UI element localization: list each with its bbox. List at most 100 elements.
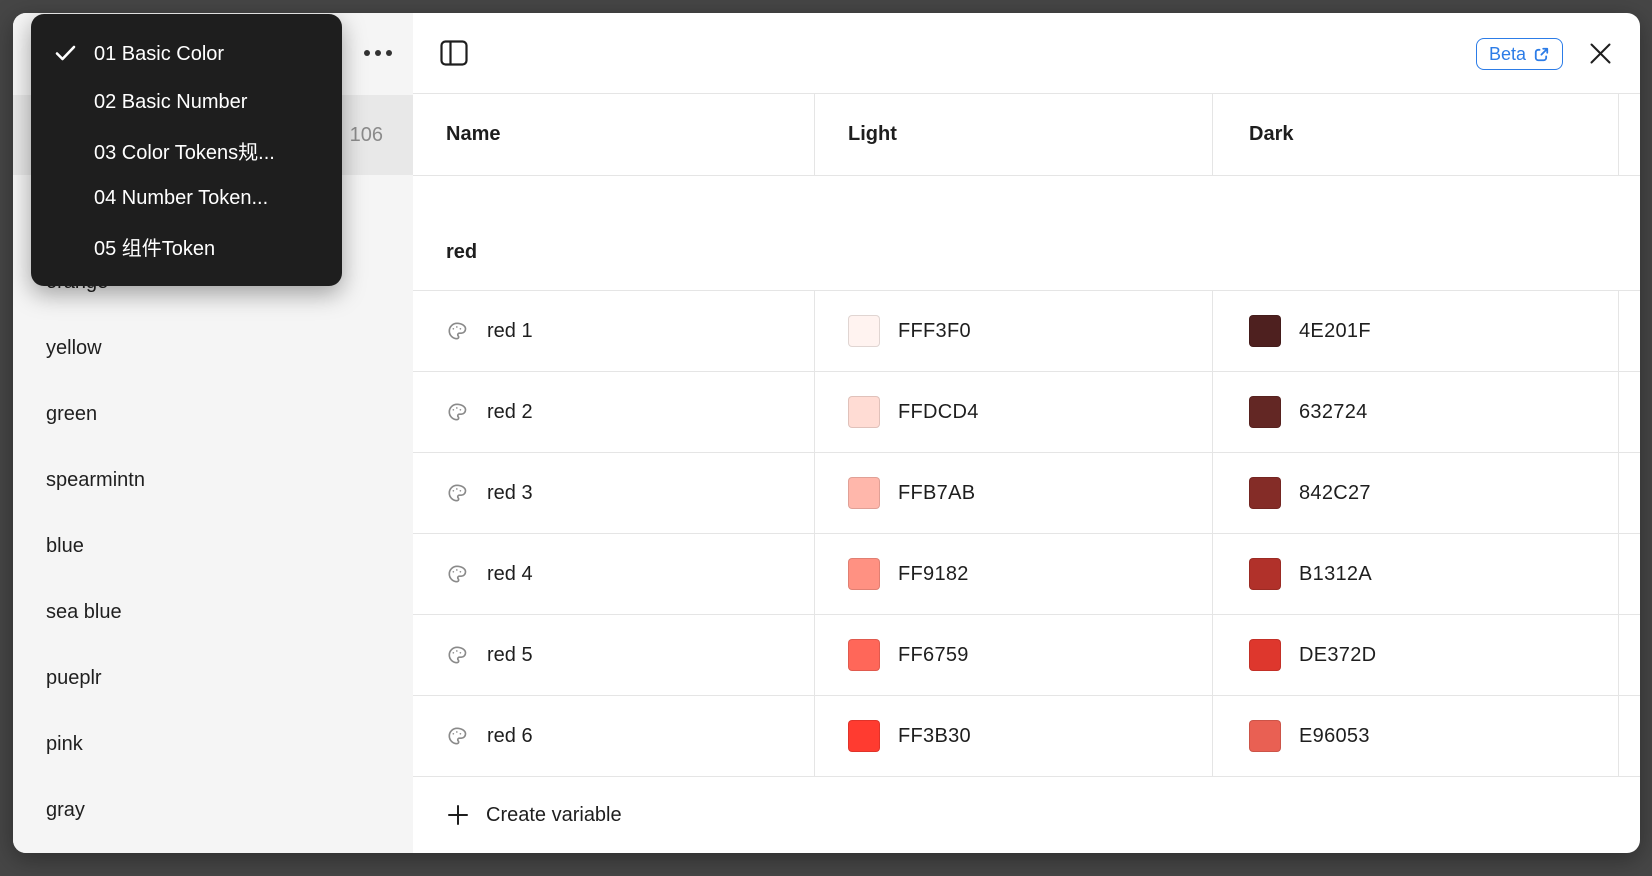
- color-swatch-light[interactable]: [848, 396, 880, 428]
- variable-name-cell[interactable]: red 4: [413, 534, 815, 614]
- menu-item-component-tokens[interactable]: 05 组件Token: [31, 222, 342, 270]
- dark-value-cell[interactable]: E96053: [1213, 696, 1619, 776]
- variable-name-cell[interactable]: red 3: [413, 453, 815, 533]
- color-swatch-dark[interactable]: [1249, 720, 1281, 752]
- dark-value-cell[interactable]: 4E201F: [1213, 291, 1619, 371]
- hex-value-light: FFB7AB: [898, 481, 976, 504]
- table-row[interactable]: red 2 FFDCD4 632724: [413, 372, 1640, 453]
- beta-label: Beta: [1489, 43, 1527, 64]
- table-row[interactable]: red 1 FFF3F0 4E201F: [413, 291, 1640, 372]
- sidebar-item-spearmintn[interactable]: spearmintn: [13, 447, 413, 513]
- column-header-dark[interactable]: Dark: [1213, 94, 1619, 175]
- variable-name-cell[interactable]: red 6: [413, 696, 815, 776]
- checkmark-icon: [55, 44, 76, 62]
- column-header-name: Name: [413, 94, 815, 175]
- hex-value-dark: E96053: [1299, 724, 1370, 747]
- table-row[interactable]: red 3 FFB7AB 842C27: [413, 453, 1640, 534]
- row-spacer: [1619, 453, 1640, 533]
- variable-name: red 1: [487, 319, 533, 342]
- menu-item-label: 02 Basic Number: [94, 90, 248, 113]
- palette-icon: [446, 725, 468, 747]
- column-header-light[interactable]: Light: [815, 94, 1213, 175]
- dark-value-cell[interactable]: 842C27: [1213, 453, 1619, 533]
- light-value-cell[interactable]: FF3B30: [815, 696, 1213, 776]
- color-swatch-dark[interactable]: [1249, 315, 1281, 347]
- external-link-icon: [1533, 46, 1550, 63]
- collections-menu: 01 Basic Color 02 Basic Number 03 Color …: [31, 14, 342, 286]
- sidebar-item-label: sea blue: [46, 600, 122, 623]
- sidebar-item-sea-blue[interactable]: sea blue: [13, 579, 413, 645]
- more-options-button[interactable]: [364, 47, 396, 59]
- group-header-row[interactable]: red: [413, 176, 1640, 291]
- variable-name-cell[interactable]: red 2: [413, 372, 815, 452]
- table-row[interactable]: red 5 FF6759 DE372D: [413, 615, 1640, 696]
- sidebar-item-label: blue: [46, 534, 84, 557]
- menu-item-number-tokens[interactable]: 04 Number Token...: [31, 174, 342, 222]
- sidebar-item-pueplr[interactable]: pueplr: [13, 645, 413, 711]
- color-swatch-light[interactable]: [848, 720, 880, 752]
- light-value-cell[interactable]: FF6759: [815, 615, 1213, 695]
- menu-item-label: 04 Number Token...: [94, 186, 269, 209]
- hex-value-dark: B1312A: [1299, 562, 1372, 585]
- light-value-cell[interactable]: FFF3F0: [815, 291, 1213, 371]
- sidebar-item-label: pink: [46, 732, 83, 755]
- palette-icon: [446, 482, 468, 504]
- dark-value-cell[interactable]: DE372D: [1213, 615, 1619, 695]
- beta-button[interactable]: Beta: [1476, 38, 1564, 70]
- sidebar-item-green[interactable]: green: [13, 381, 413, 447]
- sidebar-item-pink[interactable]: pink: [13, 711, 413, 777]
- color-swatch-light[interactable]: [848, 558, 880, 590]
- variable-name: red 3: [487, 481, 533, 504]
- column-header-spacer: [1619, 94, 1640, 175]
- sidebar-item-yellow[interactable]: yellow: [13, 315, 413, 381]
- color-swatch-light[interactable]: [848, 639, 880, 671]
- color-swatch-light[interactable]: [848, 315, 880, 347]
- menu-item-color-tokens[interactable]: 03 Color Tokens规...: [31, 126, 342, 174]
- light-value-cell[interactable]: FF9182: [815, 534, 1213, 614]
- table-header-row: Name Light Dark: [413, 93, 1640, 176]
- menu-item-basic-number[interactable]: 02 Basic Number: [31, 78, 342, 126]
- variable-name-cell[interactable]: red 5: [413, 615, 815, 695]
- light-value-cell[interactable]: FFB7AB: [815, 453, 1213, 533]
- variables-modal: 106 orange yellow green spearmintn blue …: [13, 13, 1640, 853]
- sidebar-item-label: green: [46, 402, 98, 425]
- sidebar-item-gray[interactable]: gray: [13, 777, 413, 843]
- hex-value-light: FF9182: [898, 562, 969, 585]
- variable-name-cell[interactable]: red 1: [413, 291, 815, 371]
- row-spacer: [1619, 291, 1640, 371]
- variable-name: red 5: [487, 643, 533, 666]
- light-value-cell[interactable]: FFDCD4: [815, 372, 1213, 452]
- sidebar-item-label: gray: [46, 798, 85, 821]
- hex-value-dark: DE372D: [1299, 643, 1377, 666]
- hex-value-dark: 842C27: [1299, 481, 1371, 504]
- plus-icon: [446, 803, 470, 827]
- row-spacer: [1619, 696, 1640, 776]
- close-icon[interactable]: [1589, 42, 1612, 65]
- color-swatch-dark[interactable]: [1249, 558, 1281, 590]
- color-swatch-dark[interactable]: [1249, 477, 1281, 509]
- sidebar-item-blue[interactable]: blue: [13, 513, 413, 579]
- color-swatch-dark[interactable]: [1249, 639, 1281, 671]
- create-variable-label: Create variable: [486, 803, 622, 826]
- color-swatch-light[interactable]: [848, 477, 880, 509]
- kebab-dot: [375, 50, 381, 56]
- group-label: red: [446, 241, 478, 263]
- variable-count: 106: [349, 123, 383, 146]
- row-spacer: [1619, 372, 1640, 452]
- row-spacer: [1619, 534, 1640, 614]
- sidebar-item-label: yellow: [46, 336, 102, 359]
- dark-value-cell[interactable]: 632724: [1213, 372, 1619, 452]
- variable-name: red 2: [487, 400, 533, 423]
- kebab-dot: [364, 50, 370, 56]
- create-variable-button[interactable]: Create variable: [413, 777, 1640, 853]
- sidebar-item-label: pueplr: [46, 666, 102, 689]
- hex-value-dark: 4E201F: [1299, 319, 1371, 342]
- table-row[interactable]: red 6 FF3B30 E96053: [413, 696, 1640, 777]
- menu-item-basic-color[interactable]: 01 Basic Color: [31, 30, 342, 78]
- table-row[interactable]: red 4 FF9182 B1312A: [413, 534, 1640, 615]
- toggle-sidebar-icon[interactable]: [440, 40, 468, 66]
- dark-value-cell[interactable]: B1312A: [1213, 534, 1619, 614]
- color-swatch-dark[interactable]: [1249, 396, 1281, 428]
- hex-value-light: FFDCD4: [898, 400, 979, 423]
